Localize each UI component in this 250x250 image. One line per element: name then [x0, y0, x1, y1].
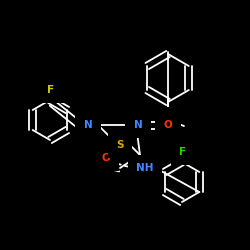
Text: O: O	[164, 120, 172, 130]
Text: NH: NH	[136, 163, 154, 173]
Text: O: O	[102, 153, 110, 163]
Text: N: N	[84, 120, 92, 130]
Text: S: S	[116, 140, 124, 150]
Text: N: N	[134, 120, 142, 130]
Text: O: O	[164, 115, 172, 125]
Text: F: F	[180, 147, 186, 157]
Text: F: F	[48, 85, 54, 95]
Text: F: F	[48, 85, 56, 95]
